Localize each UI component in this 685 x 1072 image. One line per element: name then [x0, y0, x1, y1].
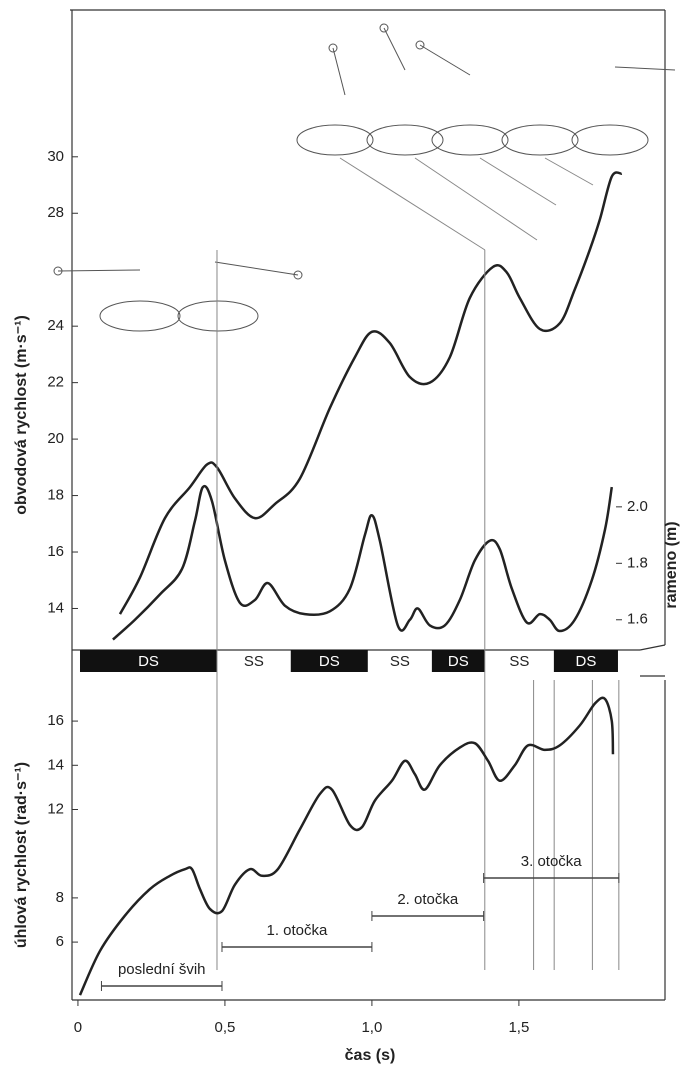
y-tick-label: 24 [47, 317, 64, 334]
y-axis-label: úhlová rychlost (rad·s⁻¹) [13, 762, 30, 948]
y-axis-label: obvodová rychlost (m·s⁻¹) [13, 315, 30, 515]
y-tick-label: 20 [47, 430, 64, 447]
x-tick-label: 0 [74, 1019, 82, 1036]
phase-bar [431, 650, 485, 672]
y-tick-label: 14 [47, 756, 64, 773]
data-line [78, 696, 615, 996]
phase-label: SS [390, 653, 410, 670]
y2-tick-label: 2.0 [627, 498, 648, 515]
y2-tick-label: 1.6 [627, 611, 648, 628]
x-axis-label: čas (s) [345, 1047, 396, 1064]
phase-label: DS [319, 653, 340, 670]
phase-label: SS [509, 653, 529, 670]
y-tick-label: 6 [56, 933, 64, 950]
segment-label: 3. otočka [521, 853, 583, 870]
phase-bar [290, 650, 368, 672]
y-tick-label: 30 [47, 148, 64, 165]
y-tick-label: 14 [47, 599, 64, 616]
y-tick-label: 22 [47, 374, 64, 391]
phase-label: DS [448, 653, 469, 670]
link-lines [339, 157, 594, 251]
x-tick-label: 1,0 [361, 1019, 382, 1036]
y-tick-label: 28 [47, 204, 64, 221]
y-tick-label: 16 [47, 712, 64, 729]
data-line [112, 484, 614, 641]
phase-bar [79, 650, 217, 672]
y-tick-label: 12 [47, 800, 64, 817]
x-tick-label: 1,5 [508, 1019, 529, 1036]
segment-label: 2. otočka [397, 891, 459, 908]
phase-bar [553, 650, 618, 672]
y2-tick-label: 1.8 [627, 554, 648, 571]
segment-label: poslední švih [118, 961, 206, 978]
segment-label: 1. otočka [267, 922, 329, 939]
y-tick-label: 8 [56, 889, 64, 906]
frame [70, 9, 666, 1001]
phase-label: SS [244, 653, 264, 670]
phase-label: DS [575, 653, 596, 670]
phase-label: DS [138, 653, 159, 670]
throw-illustrations [53, 23, 676, 332]
y-tick-label: 16 [47, 543, 64, 560]
x-tick-label: 0,5 [214, 1019, 235, 1036]
y2-axis-label: rameno (m) [663, 521, 680, 608]
y-tick-label: 18 [47, 487, 64, 504]
data-line [118, 171, 623, 615]
